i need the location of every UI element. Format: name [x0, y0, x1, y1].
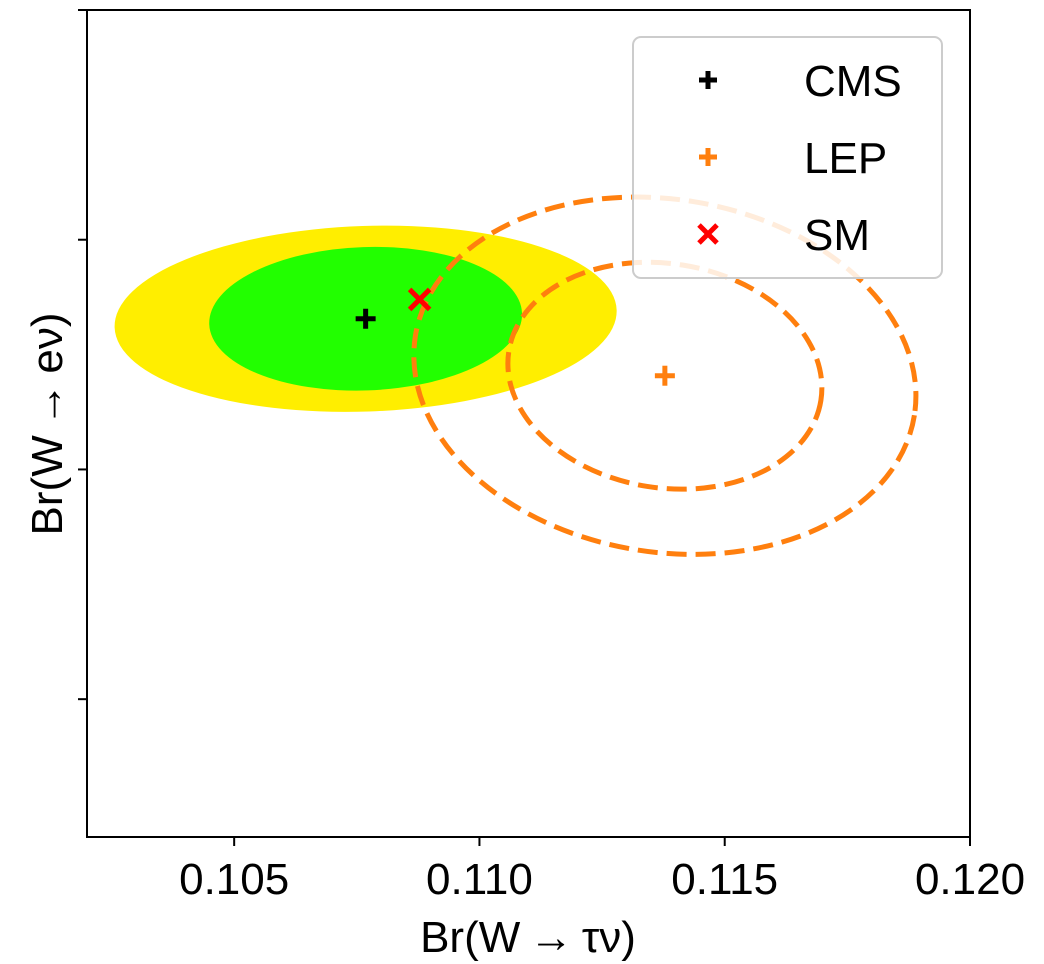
legend-lep-label: LEP — [804, 134, 887, 183]
legend-lep-marker — [699, 148, 717, 166]
x-tick-label: 0.115 — [671, 855, 778, 904]
legend-cms-marker — [699, 71, 717, 89]
x-tick-label: 0.120 — [915, 855, 1025, 904]
legend-sm-marker — [697, 223, 719, 245]
x-tick-label: 0.110 — [426, 855, 533, 904]
ticks: 0.105 0.110 0.115 0.120 — [78, 9, 1025, 904]
sm-point — [407, 287, 432, 312]
axes — [86, 9, 971, 838]
data-points — [355, 287, 675, 386]
legend-box — [632, 36, 943, 279]
x-axis-label: Br(W → τν) — [420, 913, 636, 962]
legend-sm-label: SM — [804, 211, 870, 260]
legend-cms-label: CMS — [804, 57, 902, 106]
legend: CMS LEP SM — [632, 36, 943, 279]
cms-point — [355, 308, 376, 329]
lep-point — [654, 365, 675, 386]
y-axis-label: Br(W → eν) — [23, 313, 72, 536]
x-tick-label: 0.105 — [179, 855, 289, 904]
plot-frame — [86, 9, 971, 838]
